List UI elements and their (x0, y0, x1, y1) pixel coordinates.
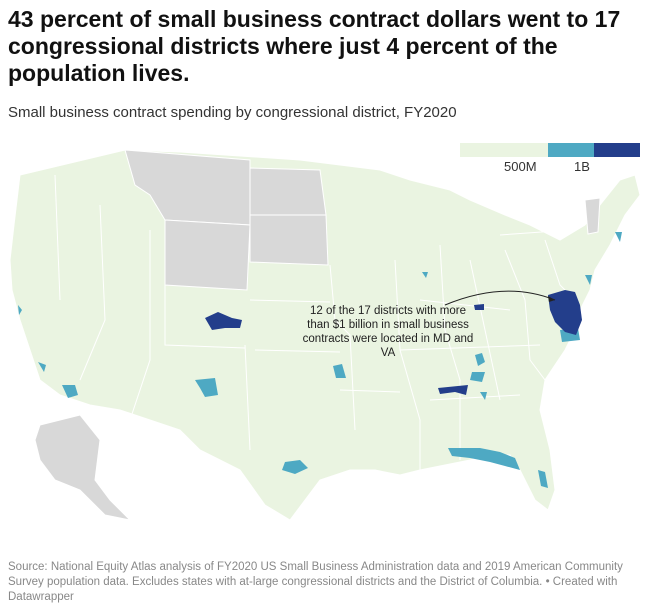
district-ga (470, 372, 485, 382)
districts-500m-1b (18, 232, 622, 488)
district-ca-south (62, 385, 78, 398)
district-nm (195, 378, 218, 397)
north-dakota (249, 167, 327, 216)
district-oh-va (474, 304, 484, 310)
district-map (9, 149, 641, 521)
district-oh (422, 272, 428, 278)
legend-label-500m: 500M (504, 159, 537, 174)
vermont (584, 197, 601, 235)
alaska (34, 414, 132, 521)
source-note: Source: National Equity Atlas analysis o… (8, 561, 623, 603)
chart-subtitle: Small business contract spending by cong… (8, 104, 457, 121)
chart-title: 43 percent of small business contract do… (8, 6, 621, 86)
wyoming (164, 219, 251, 291)
south-dakota (249, 214, 329, 266)
district-ny (585, 275, 592, 285)
district-fl-east (538, 470, 548, 488)
district-md-va (548, 290, 582, 335)
district-sc (480, 392, 487, 400)
district-ca-north (18, 305, 22, 315)
district-gulf (448, 448, 520, 470)
district-al-tn (475, 353, 485, 366)
legend-swatch-mid (548, 143, 594, 157)
annotation-arrow (444, 290, 556, 306)
legend-label-1b: 1B (574, 159, 590, 174)
legend-swatch-high (594, 143, 640, 157)
district-co (205, 312, 242, 330)
district-ca-coast (38, 362, 46, 372)
district-tn (438, 385, 468, 395)
legend-swatch-low (460, 143, 548, 157)
annotation-arrowhead (548, 296, 555, 302)
districts-over-1b (205, 290, 582, 395)
color-legend: 500M 1B (460, 143, 640, 177)
district-tx (282, 460, 308, 474)
district-ok (333, 364, 346, 378)
district-ma (615, 232, 622, 242)
map-annotation: 12 of the 17 districts with more than $1… (302, 305, 474, 359)
